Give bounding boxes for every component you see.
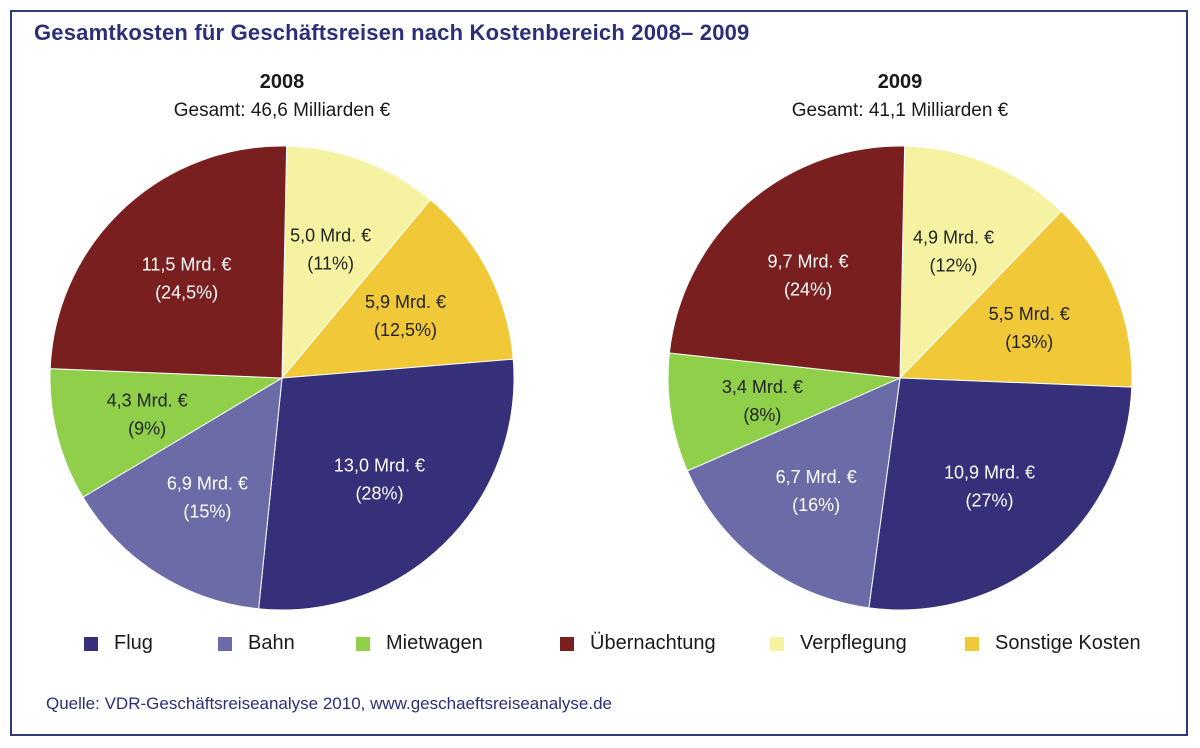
legend-item-uebernachtung: Übernachtung [560, 632, 716, 655]
pie-label-2009-flug-value: 10,9 Mrd. € [944, 463, 1035, 483]
legend-swatch-uebernachtung [560, 636, 574, 651]
pie-label-2008-bahn-pct: (15%) [183, 501, 231, 521]
legend-label-flug: Flug [114, 632, 153, 654]
legend-label-mietwagen: Mietwagen [386, 632, 483, 654]
pie-title-2009: 2009 [878, 71, 923, 93]
source-note: Quelle: VDR-Geschäftsreiseanalyse 2010, … [46, 694, 613, 713]
pie-label-2009-verpflegung-value: 4,9 Mrd. € [913, 227, 994, 247]
pie-label-2008-sonstige-kosten-value: 5,9 Mrd. € [365, 292, 446, 312]
legend-swatch-bahn [218, 636, 232, 651]
legend-item-sonstige: Sonstige Kosten [965, 632, 1141, 655]
pie-label-2009-uebernachtung-pct: (24%) [784, 279, 832, 299]
pie-slice-2008-sonstige-kosten [280, 198, 514, 379]
legend-item-bahn: Bahn [218, 632, 295, 655]
pie-label-2008-uebernachtung-pct: (24,5%) [155, 283, 218, 303]
pie-slice-2009-flug [868, 377, 1133, 611]
pie-label-2009-bahn-value: 6,7 Mrd. € [776, 467, 857, 487]
pie-slice-2008-bahn [82, 377, 283, 610]
pie-slice-2009-bahn [686, 377, 901, 609]
pie-label-2009-uebernachtung-value: 9,7 Mrd. € [768, 251, 849, 271]
pie-slice-2009-verpflegung [899, 145, 1063, 380]
pie-label-2008-bahn-value: 6,9 Mrd. € [167, 473, 248, 493]
pie-slice-2009-sonstige-kosten [898, 210, 1133, 388]
pie-subtitle-2009: Gesamt: 41,1 Milliarden € [792, 100, 1009, 121]
legend-label-bahn: Bahn [248, 632, 295, 654]
legend-label-sonstige: Sonstige Kosten [995, 632, 1141, 654]
pie-slice-2008-uebernachtung [49, 145, 288, 379]
legend-item-verpflegung: Verpflegung [770, 632, 907, 655]
pie-label-2008-flug-value: 13,0 Mrd. € [334, 455, 425, 475]
pie-label-2008-verpflegung-pct: (11%) [307, 254, 354, 274]
pie-label-2009-mietwagen-pct: (8%) [743, 405, 781, 425]
legend-item-flug: Flug [84, 632, 153, 655]
pie-label-2009-bahn-pct: (16%) [792, 495, 840, 515]
pie-subtitle-2008: Gesamt: 46,6 Milliarden € [174, 100, 391, 121]
pie-label-2008-mietwagen-value: 4,3 Mrd. € [107, 390, 188, 410]
pie-label-2008-sonstige-kosten-pct: (12,5%) [374, 320, 437, 340]
legend-swatch-verpflegung [770, 636, 784, 651]
pie-label-2008-uebernachtung-value: 11,5 Mrd. € [142, 255, 232, 275]
pie-label-2009-verpflegung-pct: (12%) [929, 255, 977, 275]
pie-label-2008-flug-pct: (28%) [355, 483, 403, 503]
pie-label-2008-verpflegung-value: 5,0 Mrd. € [290, 226, 371, 246]
pie-label-2009-sonstige-kosten-value: 5,5 Mrd. € [989, 304, 1070, 324]
pie-label-2009-mietwagen-value: 3,4 Mrd. € [722, 377, 803, 397]
legend: Flug Bahn Mietwagen Übernachtung Verpfle… [70, 632, 1180, 662]
pie-slice-2009-uebernachtung [668, 145, 906, 379]
pie-label-2008-mietwagen-pct: (9%) [128, 418, 166, 438]
legend-swatch-flug [84, 636, 98, 651]
chart-title: Gesamtkosten für Geschäftsreisen nach Ko… [34, 20, 750, 45]
pie-slice-2008-flug [258, 358, 515, 611]
pie-label-2009-flug-pct: (27%) [966, 491, 1014, 511]
legend-item-mietwagen: Mietwagen [356, 632, 483, 655]
legend-swatch-sonstige [965, 636, 979, 651]
legend-label-uebernachtung: Übernachtung [590, 632, 716, 654]
pie-label-2009-sonstige-kosten-pct: (13%) [1005, 332, 1053, 352]
pie-slice-2008-verpflegung [281, 145, 432, 380]
pie-title-2008: 2008 [260, 71, 305, 93]
pie-slice-2009-mietwagen [667, 352, 902, 472]
legend-label-verpflegung: Verpflegung [800, 632, 907, 654]
pie-slice-2008-mietwagen [49, 368, 284, 498]
legend-swatch-mietwagen [356, 636, 370, 651]
